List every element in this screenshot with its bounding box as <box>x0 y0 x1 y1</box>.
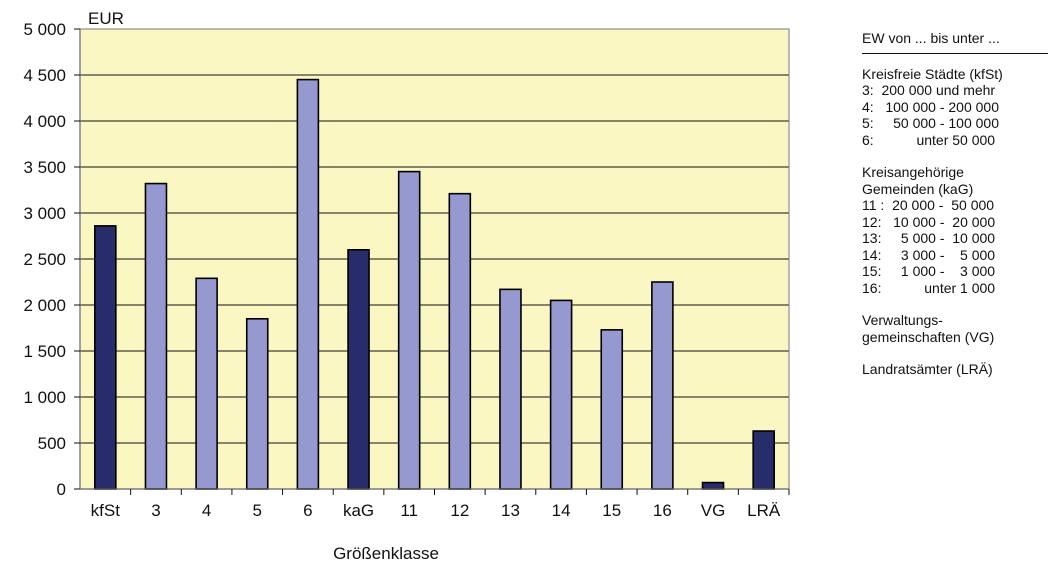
x-tick-label: VG <box>701 501 726 520</box>
y-tick-label: 2 000 <box>23 296 66 315</box>
x-tick-label: 14 <box>552 501 571 520</box>
y-tick-label: 5 000 <box>23 20 66 39</box>
x-tick-label: 4 <box>202 501 211 520</box>
bar-LRÄ <box>752 430 775 490</box>
legend-line: 4: 100 000 - 200 000 <box>862 98 999 115</box>
bar-13 <box>499 288 522 490</box>
legend-header: EW von ... bis unter ... <box>862 30 1048 54</box>
bar-VG <box>701 481 725 490</box>
x-tick-label: 11 <box>400 501 418 520</box>
legend-spacer <box>862 345 1048 361</box>
x-tick-label: 16 <box>653 501 672 520</box>
legend-line: 5: 50 000 - 100 000 <box>862 115 999 131</box>
legend-line: Verwaltungs- <box>862 312 943 328</box>
x-tick-labels: kfSt 3 4 5 6 kaG 11 12 13 14 15 16 VG LRÄ <box>91 489 790 520</box>
x-axis-title: Größenklasse <box>333 544 439 563</box>
x-tick-label: 3 <box>151 501 160 520</box>
y-tick-label: 1 500 <box>23 342 66 361</box>
x-tick-label: kaG <box>343 501 374 520</box>
x-tick-label: LRÄ <box>747 501 781 520</box>
y-tick-label: 0 <box>57 480 66 499</box>
bar-4 <box>195 277 218 490</box>
bar-16 <box>651 281 674 490</box>
y-tick-label: 2 500 <box>23 250 66 269</box>
legend: EW von ... bis unter ... Kreisfreie Städ… <box>862 30 1048 378</box>
legend-line: 14: 3 000 - 5 000 <box>862 246 996 263</box>
legend-line: 6: unter 50 000 <box>862 131 996 148</box>
bar-6 <box>296 78 320 490</box>
x-tick-label: 12 <box>450 501 469 520</box>
y-tick-label: 3 000 <box>23 204 66 223</box>
y-tick-label: 500 <box>38 434 66 453</box>
x-tick-label: kfSt <box>91 501 121 520</box>
y-tick-label: 1 000 <box>23 388 66 407</box>
bar-5 <box>245 317 269 490</box>
bar-3 <box>144 182 168 490</box>
x-tick-label: 6 <box>303 501 312 520</box>
bar-chart: 0 500 1 000 1 500 2 000 2 500 3 000 3 500 4 000 4… <box>23 9 790 563</box>
bar-12 <box>448 192 472 490</box>
legend-line: Kreisfreie Städte (kfSt) <box>862 65 1003 82</box>
y-tick-label: 3 500 <box>23 158 66 177</box>
bar-15 <box>600 329 624 490</box>
legend-line: Landratsämter (LRÄ) <box>862 361 993 377</box>
y-tick-labels: 0 500 1 000 1 500 2 000 2 500 3 000 3 500 4 000 4… <box>23 20 80 499</box>
legend-line: 16: unter 1 000 <box>862 279 996 296</box>
legend-line: 11 : 20 000 - 50 000 <box>862 197 995 213</box>
bar-14 <box>549 299 573 490</box>
bars <box>94 78 775 490</box>
legend-line: gemeinschaften (VG) <box>862 328 995 345</box>
bar-11 <box>397 170 421 490</box>
bar-kaG <box>347 249 370 490</box>
x-tick-label: 13 <box>501 501 520 520</box>
legend-line: Kreisangehörige <box>862 164 964 180</box>
legend-line: 15: 1 000 - 3 000 <box>862 263 996 279</box>
y-tick-label: 4 000 <box>23 112 66 131</box>
y-tick-label: 4 500 <box>23 66 66 85</box>
x-tick-label: 15 <box>602 501 621 520</box>
legend-line: 13: 5 000 - 10 000 <box>862 230 996 246</box>
bar-kfSt <box>94 225 117 490</box>
legend-spacer <box>862 296 1048 312</box>
legend-line: Gemeinden (kaG) <box>862 180 974 197</box>
legend-line: 3: 200 000 und mehr <box>862 82 996 98</box>
legend-spacer <box>862 148 1048 164</box>
legend-groups: Kreisfreie Städte (kfSt) 3: 200 000 und m… <box>862 66 1048 378</box>
y-axis-unit-label: EUR <box>88 9 124 28</box>
x-tick-label: 5 <box>253 501 262 520</box>
legend-line: 12: 10 000 - 20 000 <box>862 213 996 230</box>
